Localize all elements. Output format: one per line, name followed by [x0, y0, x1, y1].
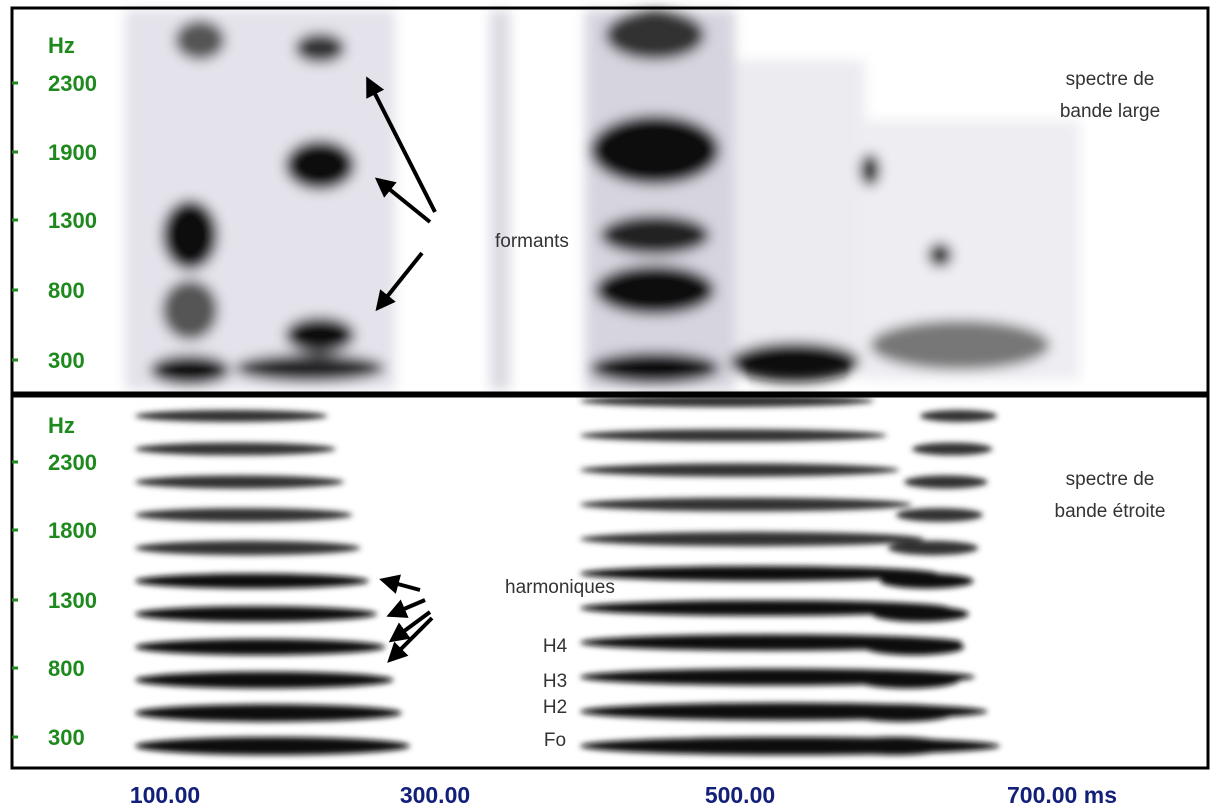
x-tick-label: 700.00 ms — [1007, 782, 1117, 807]
harmonic-band — [872, 606, 969, 622]
harmonic-band — [135, 672, 394, 689]
harmonic-band — [880, 574, 974, 589]
harmonic-band — [135, 737, 410, 755]
annotation: H2 — [543, 697, 567, 718]
y-tick-label: 800 — [48, 656, 85, 681]
y-tick-label: 1300 — [48, 588, 97, 613]
panel-label: spectre de — [1066, 69, 1155, 90]
harmonic-band — [912, 443, 992, 456]
y-unit: Hz — [48, 413, 75, 438]
harmonic-band — [904, 475, 988, 488]
y-tick-label: 300 — [48, 725, 85, 750]
panel-label: spectre de — [1066, 469, 1155, 490]
harmonic-band — [135, 475, 344, 488]
y-tick-label: 800 — [48, 278, 85, 303]
annotation: H4 — [543, 636, 568, 657]
panel-label: bande étroite — [1055, 501, 1166, 522]
annotation: Fo — [544, 730, 566, 751]
harmonic-band — [135, 639, 385, 655]
y-tick-label: 2300 — [48, 71, 97, 96]
harmonic-band — [888, 541, 978, 555]
harmonic-band — [896, 508, 983, 522]
harmonic-band — [135, 410, 328, 422]
harmonic-band — [580, 463, 899, 476]
annotation: H3 — [543, 671, 567, 692]
y-unit: Hz — [48, 33, 75, 58]
y-tick-label: 300 — [48, 348, 85, 373]
harmonic-band — [856, 672, 959, 689]
harmonic-band — [135, 574, 369, 589]
harmonic-band — [135, 606, 377, 622]
annotation: formants — [495, 231, 569, 252]
x-tick-label: 100.00 — [130, 782, 200, 807]
x-tick-label: 300.00 — [400, 782, 470, 807]
harmonic-band — [848, 704, 955, 721]
harmonic-band — [920, 410, 997, 422]
harmonic-band — [864, 639, 964, 655]
harmonic-band — [840, 737, 950, 755]
harmonic-band — [580, 532, 924, 546]
x-tick-label: 500.00 — [705, 782, 775, 807]
harmonic-band — [135, 443, 336, 456]
y-tick-label: 1300 — [48, 208, 97, 233]
panel-label: bande large — [1060, 101, 1160, 122]
wideband-spectrogram — [125, 10, 1080, 390]
narrowband-spectrogram — [135, 395, 1000, 755]
harmonic-band — [135, 541, 361, 555]
arrow — [383, 580, 420, 590]
y-tick-label: 1800 — [48, 518, 97, 543]
harmonic-band — [135, 508, 352, 522]
harmonic-band — [580, 429, 887, 442]
annotation: harmoniques — [505, 577, 615, 598]
y-tick-label: 1900 — [48, 140, 97, 165]
page: Hz 2300 1900 1300 800 300 spectre de bande larg… — [0, 0, 1214, 807]
figure: Hz 2300 1900 1300 800 300 spectre de bande larg… — [0, 0, 1214, 807]
y-tick-label: 2300 — [48, 450, 97, 475]
harmonic-band — [580, 498, 912, 512]
harmonic-band — [135, 704, 402, 721]
arrow — [390, 600, 425, 615]
